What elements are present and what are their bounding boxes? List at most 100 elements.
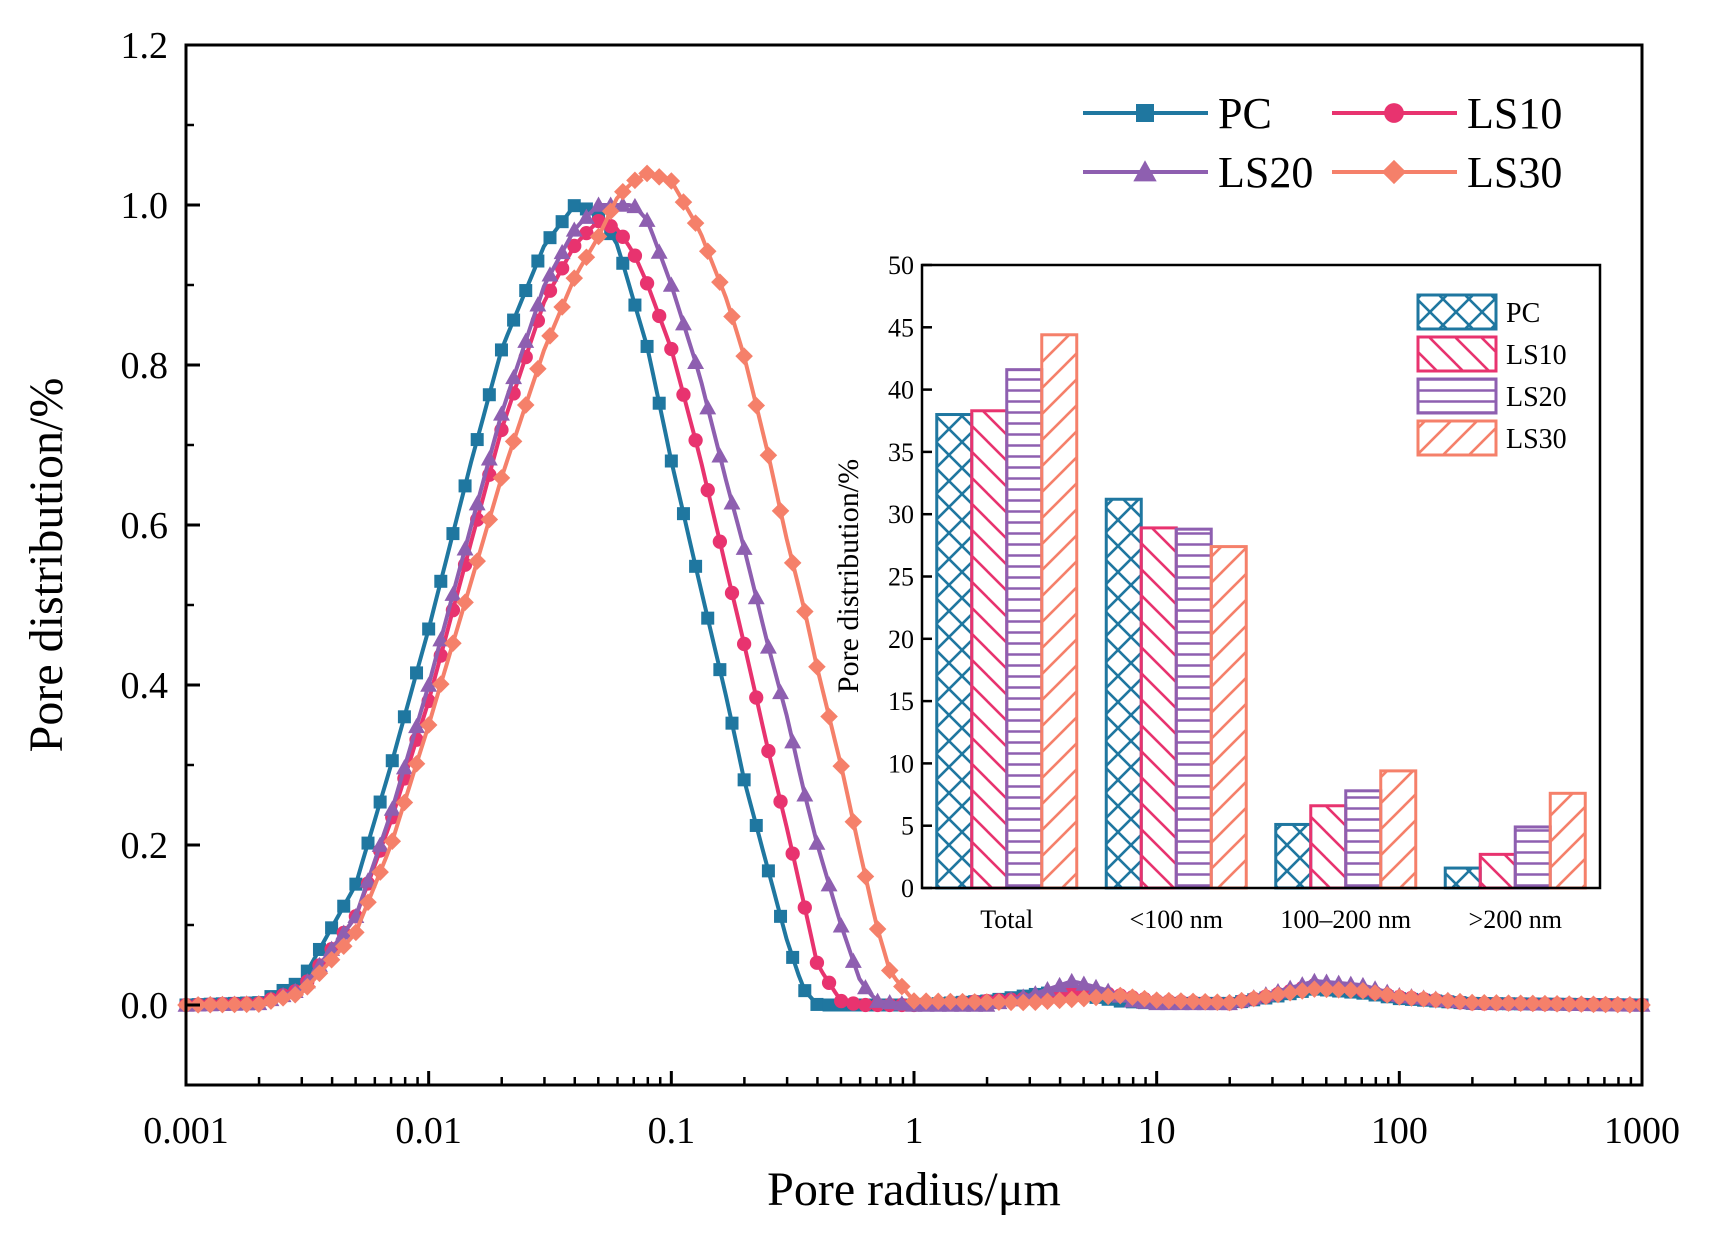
point-ls20 (650, 243, 668, 259)
legend-label-ls10: LS10 (1467, 89, 1562, 138)
point-ls30 (1499, 994, 1518, 1012)
point-pc (810, 997, 824, 1011)
point-pc (628, 298, 642, 312)
point-ls10 (834, 993, 849, 1009)
point-ls30 (1305, 980, 1324, 998)
point-ls20 (784, 733, 802, 749)
point-ls30 (1548, 995, 1566, 1013)
inset-x-tick-label: <100 nm (1130, 905, 1223, 934)
inset-y-axis-title: Pore distribution/% (832, 459, 865, 693)
point-ls30 (1426, 991, 1445, 1009)
point-pc (410, 666, 424, 680)
point-ls20 (335, 924, 353, 940)
point-ls30 (286, 985, 304, 1004)
inset-legend-swatch-ls30 (1416, 419, 1498, 457)
point-ls30 (1342, 981, 1360, 999)
point-pc (567, 199, 581, 213)
point-ls20 (323, 940, 341, 956)
point-ls20 (565, 221, 583, 237)
point-ls30 (419, 716, 438, 734)
point-ls30 (529, 359, 547, 378)
point-ls30 (1002, 993, 1020, 1012)
point-ls30 (347, 923, 365, 942)
y-tick-label: 0.8 (121, 345, 169, 387)
y-tick-label: 0.4 (121, 665, 169, 707)
point-ls30 (868, 920, 887, 938)
point-pc (786, 950, 800, 964)
point-ls30 (1269, 985, 1287, 1004)
point-ls30 (1524, 994, 1542, 1013)
legend-marker-ls30 (1381, 159, 1407, 185)
legend-marker-pc (1136, 104, 1154, 122)
point-ls30 (1087, 988, 1105, 1007)
point-ls30 (711, 273, 729, 291)
legend-marker-ls10 (1384, 103, 1404, 123)
inset-x-tick-label: 100–200 nm (1280, 905, 1411, 934)
legend-marker-ls20 (1133, 160, 1157, 182)
point-ls20 (759, 638, 777, 654)
point-ls30 (395, 793, 414, 812)
point-ls30 (1511, 994, 1530, 1013)
point-ls30 (553, 298, 571, 316)
main-ticks: 0.001 0.01 0.1 1 10 100 10000.00.20.40.60.81.0… (121, 25, 1681, 1152)
inset-x-tick-label: Total (980, 905, 1033, 934)
point-pc (822, 998, 836, 1012)
point-ls20 (1087, 978, 1105, 994)
point-ls30 (432, 675, 450, 693)
inset-y-tick-label: 5 (901, 812, 914, 841)
legend-item-ls20: LS20 (1083, 148, 1313, 197)
point-ls20 (1039, 980, 1056, 997)
legend-item-ls10: LS10 (1332, 89, 1562, 138)
main-legend: PC LS10 LS20 LS30 (1083, 89, 1562, 197)
point-ls10 (821, 975, 837, 990)
bar-pc-total (935, 413, 974, 890)
bar-ls20-200-nm (1513, 825, 1552, 890)
point-ls30 (723, 307, 741, 326)
point-ls30 (929, 992, 948, 1011)
point-ls30 (383, 832, 402, 850)
inset-legend-item-ls10: LS10 (1416, 335, 1567, 373)
point-ls20 (420, 676, 438, 692)
point-pc (434, 574, 448, 588)
point-ls30 (1402, 989, 1421, 1007)
point-pc (422, 622, 436, 636)
legend-label-pc: PC (1218, 89, 1272, 138)
x-tick-label: 0.1 (648, 1110, 696, 1152)
inset-legend: PC LS10 LS20 LS30 (1416, 293, 1567, 457)
point-ls30 (917, 992, 935, 1010)
inset-y-tick-label: 10 (888, 749, 914, 778)
point-pc (458, 479, 472, 493)
point-ls30 (1475, 993, 1494, 1012)
point-pc (482, 388, 496, 402)
point-ls30 (213, 995, 232, 1014)
point-ls20 (832, 917, 850, 933)
point-ls10 (858, 997, 873, 1013)
point-ls30 (1414, 990, 1433, 1008)
main-y-axis-title: Pore distribution/% (20, 378, 73, 753)
bar-ls30-total (1040, 333, 1079, 890)
inset-legend-item-ls30: LS30 (1416, 419, 1567, 457)
y-tick-label: 1.2 (121, 25, 169, 67)
inset-y-tick-label: 45 (888, 313, 914, 342)
point-ls20 (614, 196, 632, 212)
bar-ls30-100-nm (1209, 545, 1248, 890)
point-pc (519, 284, 533, 298)
point-ls30 (225, 995, 244, 1014)
point-ls30 (274, 989, 292, 1007)
point-ls30 (832, 757, 850, 775)
point-pc (761, 864, 775, 878)
point-ls30 (880, 961, 899, 980)
point-ls20 (553, 243, 571, 260)
x-tick-label: 1 (905, 1110, 924, 1152)
inset-y-tick-label: 35 (888, 438, 914, 467)
point-ls30 (1317, 980, 1336, 999)
bar-ls10-200-nm (1478, 852, 1517, 890)
point-ls30 (1147, 991, 1166, 1009)
point-ls10 (664, 341, 679, 357)
point-ls30 (905, 992, 923, 1010)
point-pc (689, 559, 703, 573)
point-ls30 (237, 995, 256, 1014)
point-ls30 (310, 964, 329, 983)
point-ls30 (1572, 995, 1591, 1013)
point-ls20 (456, 540, 474, 556)
